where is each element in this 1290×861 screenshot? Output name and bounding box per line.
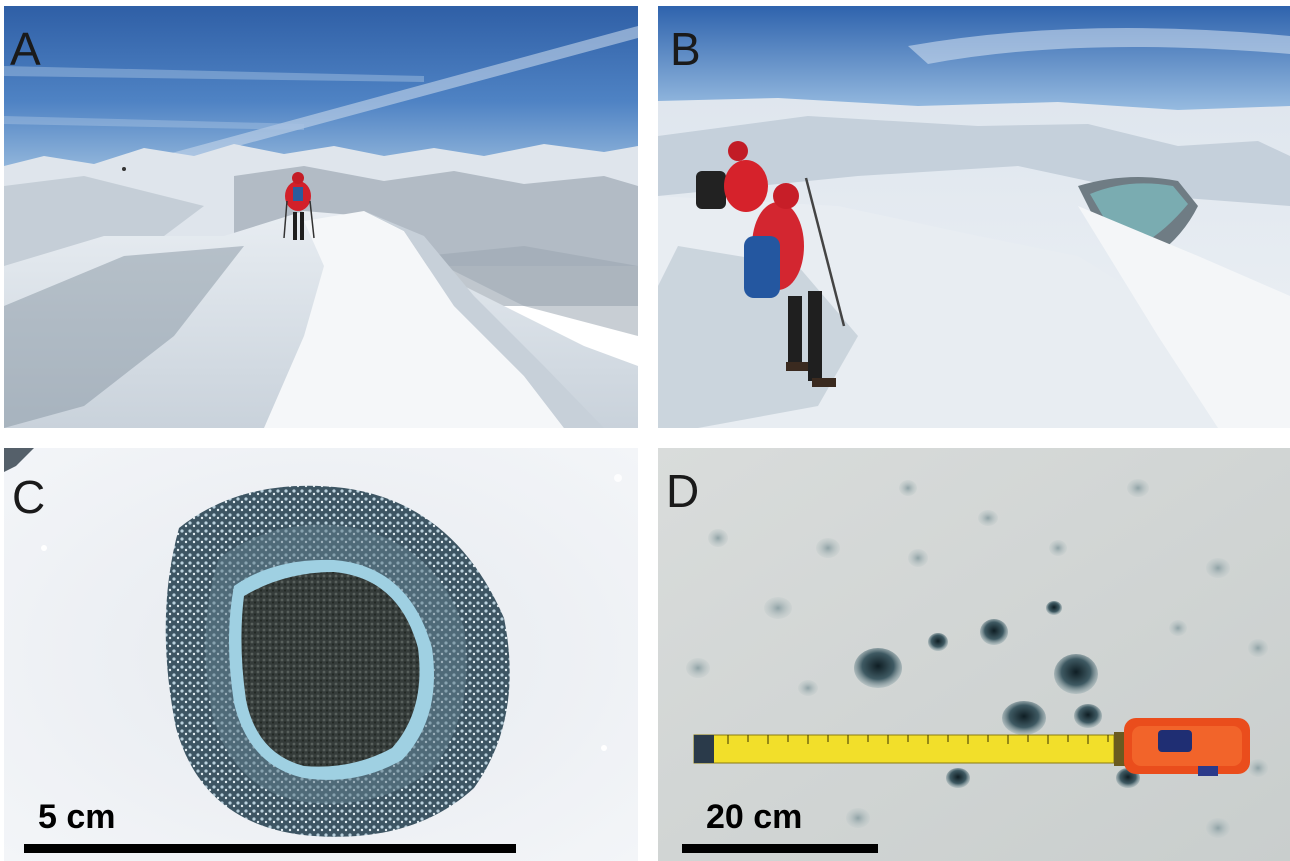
scale-bar bbox=[24, 844, 516, 853]
panel-label-b: B bbox=[670, 23, 701, 75]
scale-bar-label: 5 cm bbox=[38, 798, 116, 836]
ice-pits bbox=[686, 479, 1268, 838]
meltwater-channel-photo bbox=[658, 6, 1290, 428]
tape-measure bbox=[693, 718, 1250, 776]
panel-label-a: A bbox=[10, 23, 41, 75]
hikers-figure bbox=[696, 141, 846, 387]
cryoconite-hole-photo bbox=[4, 448, 638, 861]
scale-bar bbox=[682, 844, 878, 853]
panel-label-d: D bbox=[666, 465, 700, 517]
photo-panel-d: D 20 cm bbox=[658, 448, 1290, 861]
photo-panel-b: B bbox=[658, 6, 1290, 428]
panel-label-c: C bbox=[12, 471, 46, 523]
photo-panel-a: A bbox=[4, 6, 638, 428]
photo-panel-c: C 5 cm bbox=[4, 448, 638, 861]
hiker-figure bbox=[283, 172, 315, 240]
pitted-ice-photo bbox=[658, 448, 1290, 861]
scale-bar-label: 20 cm bbox=[706, 798, 803, 836]
ice-ridge-photo bbox=[4, 6, 638, 428]
